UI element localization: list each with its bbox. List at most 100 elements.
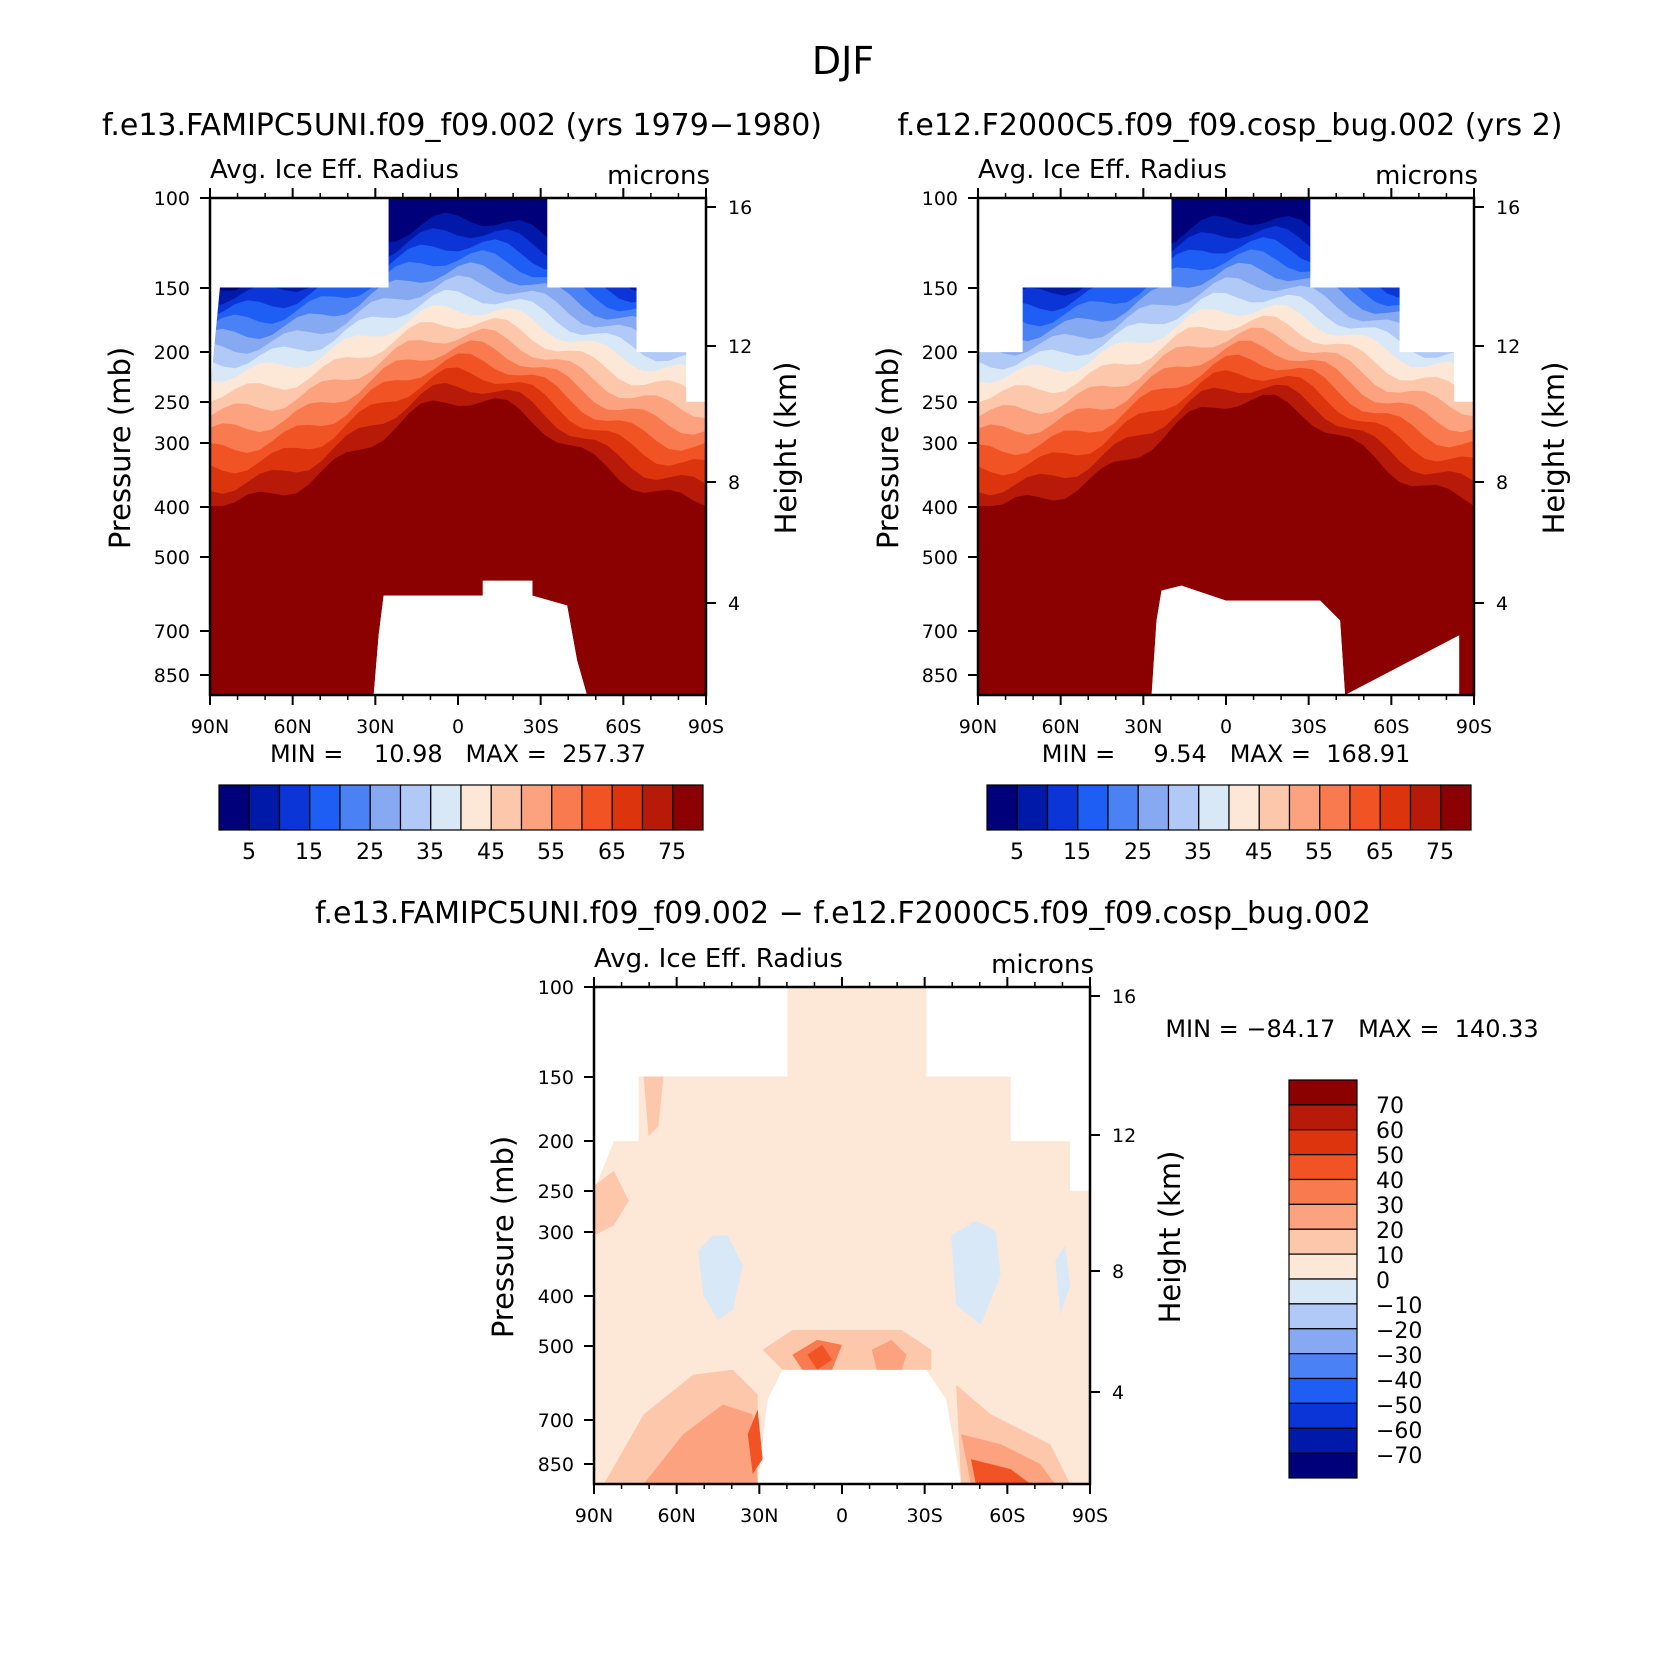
colorbar-label: 15 (1063, 840, 1091, 865)
colorbar-label: −70 (1376, 1444, 1422, 1469)
panel-title: f.e13.FAMIPC5UNI.f09_f09.002 − f.e12.F20… (315, 896, 1371, 931)
colorbar-swatch (1288, 784, 1321, 831)
x-tick-label: 90S (1072, 1505, 1108, 1527)
x-tick-label: 0 (452, 716, 464, 738)
y-right-tick-label: 12 (728, 336, 752, 358)
colorbar-label: 65 (598, 840, 626, 865)
colorbar-swatch (1228, 784, 1260, 831)
contour-band (594, 1170, 629, 1236)
y-axis-right-label: Height (km) (769, 362, 803, 535)
contour-field (210, 198, 706, 695)
y-tick-label: 850 (154, 665, 190, 687)
x-tick-label: 60S (989, 1505, 1025, 1527)
y-right-tick-label: 4 (1496, 593, 1508, 615)
contour-band (643, 1404, 758, 1484)
colorbar-label: 15 (295, 840, 323, 865)
colorbar-label: 45 (1245, 840, 1273, 865)
contour-band (747, 1409, 763, 1475)
y-right-tick-label: 16 (728, 197, 752, 219)
colorbar-swatch (1198, 784, 1230, 831)
colorbar-swatch (1288, 1353, 1358, 1380)
y-axis-label: Pressure (mb) (486, 1136, 520, 1338)
y-tick-label: 250 (922, 392, 958, 414)
colorbar-swatch (309, 784, 341, 831)
colorbar-swatch (490, 784, 523, 831)
colorbar-swatch (1107, 784, 1139, 831)
y-tick-label: 100 (922, 188, 958, 210)
min-max-label: MIN = 10.98 MAX = 257.37 (270, 740, 646, 768)
units-label: microns (991, 950, 1094, 980)
colorbar-label: −60 (1376, 1419, 1422, 1444)
y-tick-label: 700 (922, 621, 958, 643)
x-tick-label: 60N (1041, 716, 1079, 738)
colorbar-swatch (1288, 1278, 1358, 1305)
y-tick-label: 700 (538, 1410, 574, 1432)
colorbar-swatch (1077, 784, 1109, 831)
units-label: microns (1375, 161, 1478, 191)
colorbar-swatch (611, 784, 644, 831)
y-right-tick-label: 8 (728, 472, 740, 494)
x-tick-label: 90S (1456, 716, 1492, 738)
colorbar-label: −50 (1376, 1394, 1422, 1419)
colorbar-swatch (1288, 1452, 1358, 1479)
y-axis-right-label: Height (km) (1537, 362, 1571, 535)
x-tick-label: 60S (605, 716, 641, 738)
x-tick-label: 0 (1220, 716, 1232, 738)
colorbar-swatch (1409, 784, 1442, 831)
colorbar-label: 55 (537, 840, 565, 865)
y-tick-label: 150 (538, 1067, 574, 1089)
colorbar-swatch (1288, 1328, 1358, 1355)
y-tick-label: 150 (154, 278, 190, 300)
x-tick-label: 90N (191, 716, 229, 738)
colorbar-swatch (1288, 1203, 1358, 1230)
colorbar-swatch (1288, 1377, 1358, 1404)
colorbar-swatch (551, 784, 583, 831)
y-tick-label: 850 (922, 665, 958, 687)
contour-band (643, 1076, 664, 1137)
colorbar-label: 75 (658, 840, 686, 865)
contour-band (871, 1339, 907, 1370)
y-right-tick-label: 16 (1496, 197, 1520, 219)
colorbar-swatch (339, 784, 371, 831)
colorbar-label: 25 (1124, 840, 1152, 865)
colorbar-swatch (520, 784, 553, 831)
colorbar-labels: 70 60 50 40 30 20 10 0 −10 −20 −30 −40 −… (1376, 1094, 1422, 1469)
colorbar-swatch (641, 784, 674, 831)
colorbar-swatch (1167, 784, 1200, 831)
colorbar-label: 50 (1376, 1144, 1404, 1169)
x-tick-label: 30N (1124, 716, 1162, 738)
contour-band (951, 1220, 1001, 1325)
y-tick-label: 200 (154, 342, 190, 364)
colorbar-label: 0 (1376, 1269, 1390, 1294)
y-tick-label: 300 (154, 433, 190, 455)
y-tick-label: 250 (538, 1181, 574, 1203)
x-tick-label: 60S (1373, 716, 1409, 738)
y-tick-label: 400 (538, 1286, 574, 1308)
colorbar-label: 20 (1376, 1219, 1404, 1244)
y-tick-label: 250 (154, 392, 190, 414)
colorbar-swatch (1288, 1178, 1358, 1205)
colorbar-label: 5 (1010, 840, 1024, 865)
y-tick-label: 300 (922, 433, 958, 455)
colorbar-swatch (278, 784, 311, 831)
colorbar-label: 5 (242, 840, 256, 865)
x-tick-label: 30S (907, 1505, 943, 1527)
colorbar-swatch (1016, 784, 1049, 831)
y-tick-label: 500 (154, 547, 190, 569)
y-tick-label: 400 (154, 497, 190, 519)
colorbar-label: −30 (1376, 1344, 1422, 1369)
colorbar-swatch (369, 784, 402, 831)
colorbar-swatch (1258, 784, 1291, 831)
contour-field (594, 987, 1090, 1484)
variable-label: Avg. Ice Eff. Radius (594, 944, 843, 974)
y-tick-label: 500 (922, 547, 958, 569)
colorbar-label: −40 (1376, 1369, 1422, 1394)
units-label: microns (607, 161, 710, 191)
colorbar-swatch (1288, 1303, 1358, 1330)
panel-top-right: f.e12.F2000C5.f09_f09.cosp_bug.002 (yrs … (871, 108, 1571, 865)
colorbar-swatch (1288, 1402, 1358, 1429)
colorbar-label: 35 (416, 840, 444, 865)
colorbar-label: 10 (1376, 1244, 1404, 1269)
colorbar-swatch (581, 784, 613, 831)
